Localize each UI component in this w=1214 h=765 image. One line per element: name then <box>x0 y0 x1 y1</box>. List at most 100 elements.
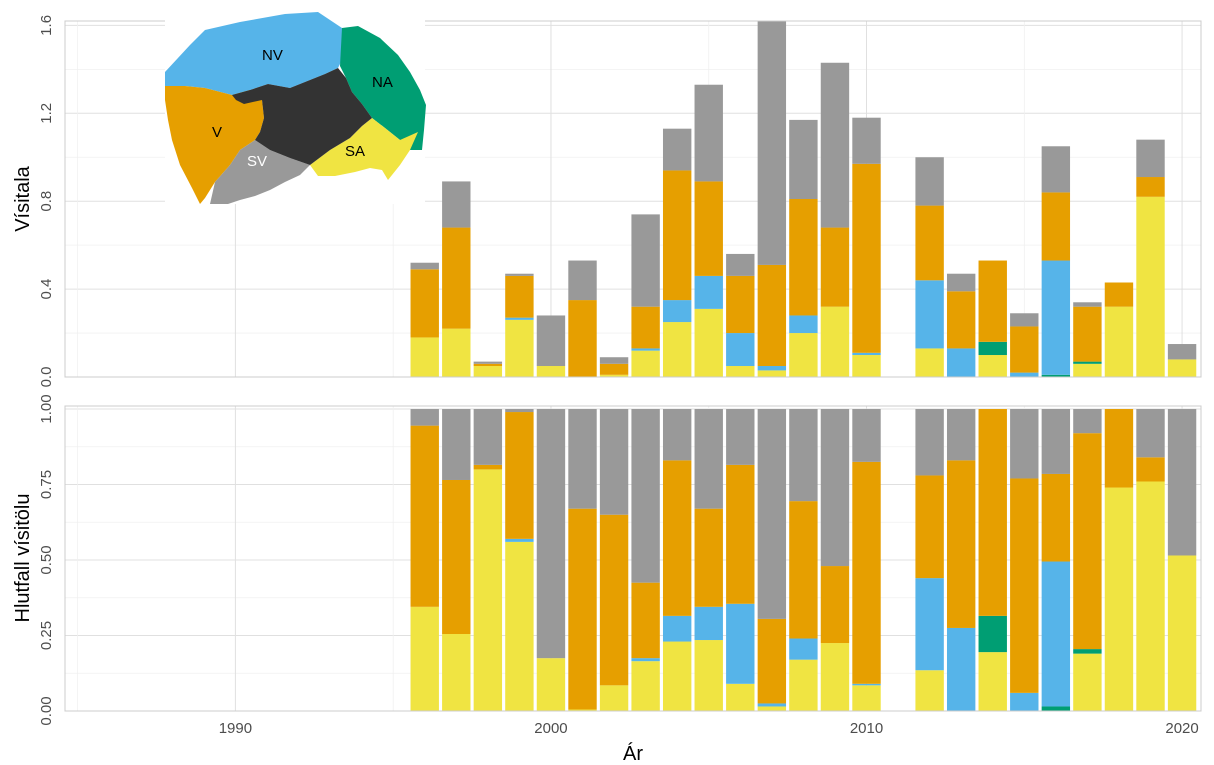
bar-sa-2003 <box>631 661 660 711</box>
bar-v-2005 <box>694 508 723 607</box>
bar-sa-2018 <box>1104 306 1134 377</box>
bar-sv-1998 <box>473 409 503 465</box>
bar-na-2016 <box>1041 374 1071 377</box>
bar-v-1997 <box>442 479 471 634</box>
bar-sa-2000 <box>536 658 566 711</box>
bar-sa-2006 <box>726 366 755 377</box>
bar-sv-1996 <box>410 262 439 270</box>
bar-v-2006 <box>726 464 755 604</box>
bar-sa-2012 <box>915 348 944 377</box>
bar-v-1996 <box>410 269 439 338</box>
bar-v-2004 <box>662 460 692 616</box>
bar-sa-2001 <box>568 709 597 711</box>
bar-v-2003 <box>631 306 660 349</box>
bar-sa-2014 <box>978 355 1007 377</box>
map-region-v <box>165 86 264 204</box>
map-label-sa: SA <box>345 143 365 160</box>
bar-sv-2017 <box>1073 302 1102 307</box>
bar-sa-1997 <box>442 328 471 377</box>
bar-sa-2017 <box>1073 653 1102 711</box>
bar-na-2014 <box>978 615 1007 653</box>
bar-v-2015 <box>1010 326 1039 373</box>
top-y-tick-label: 0.4 <box>38 279 55 300</box>
bar-sa-2010 <box>852 685 881 711</box>
bar-nv-2006 <box>726 603 755 684</box>
bar-sv-2005 <box>694 409 723 509</box>
bar-nv-2015 <box>1010 372 1039 377</box>
bar-sv-2002 <box>599 409 629 515</box>
bar-sa-1999 <box>505 319 534 377</box>
bar-v-2019 <box>1136 177 1165 197</box>
bar-sv-2009 <box>820 62 850 228</box>
bar-v-1998 <box>473 363 503 367</box>
bar-sa-2009 <box>820 643 850 711</box>
bar-nv-2006 <box>726 333 755 367</box>
bar-sv-2016 <box>1041 146 1071 193</box>
bar-nv-2005 <box>694 606 723 641</box>
bar-sa-2018 <box>1104 487 1134 711</box>
map-region-nv <box>165 12 342 95</box>
bar-nv-2004 <box>662 300 692 323</box>
x-tick-label: 2020 <box>1165 720 1198 737</box>
bar-v-2009 <box>820 566 850 644</box>
bottom-y-tick-label: 0.50 <box>38 545 55 574</box>
bar-v-2001 <box>568 300 597 377</box>
bar-na-2017 <box>1073 361 1102 364</box>
bar-sv-1997 <box>442 409 471 480</box>
panel-bottom: 0.00 0.25 0.50 0.75 1.00 1990 2000 2010 2020 <box>38 394 1202 737</box>
bar-sv-2001 <box>568 409 597 509</box>
inset-map: NV NA V SV SA <box>165 12 426 204</box>
bar-nv-2010 <box>852 683 881 686</box>
bar-nv-2016 <box>1041 561 1071 707</box>
bar-sv-2005 <box>694 84 723 182</box>
map-region-na <box>340 26 426 150</box>
bottom-y-axis-title: Hlutfall vísitölu <box>12 494 34 623</box>
bottom-y-tick-labels: 0.00 0.25 0.50 0.75 1.00 <box>38 394 55 725</box>
bar-sv-2012 <box>915 409 944 476</box>
bar-sv-1997 <box>442 181 471 228</box>
bar-sv-2004 <box>662 128 692 171</box>
top-y-tick-label: 1.6 <box>38 15 55 36</box>
bar-nv-2005 <box>694 275 723 309</box>
bar-v-2012 <box>915 205 944 281</box>
bar-v-1996 <box>410 425 439 607</box>
top-bars <box>410 21 1197 377</box>
bar-v-2007 <box>757 264 787 367</box>
bar-v-2010 <box>852 163 881 353</box>
bar-sa-2008 <box>789 333 818 377</box>
bar-sa-2020 <box>1167 359 1197 377</box>
bar-sv-1998 <box>473 361 503 364</box>
bar-sa-2004 <box>662 641 692 711</box>
bar-nv-2015 <box>1010 692 1039 711</box>
bottom-panel-border <box>64 405 1202 712</box>
map-label-v: V <box>212 124 222 141</box>
bar-nv-2016 <box>1041 260 1071 375</box>
map-label-sv: SV <box>247 153 267 170</box>
bar-sa-1998 <box>473 366 503 377</box>
bar-v-2019 <box>1136 457 1165 482</box>
bar-sv-2015 <box>1010 313 1039 327</box>
bar-sv-2007 <box>757 21 787 265</box>
bar-v-1999 <box>505 275 534 318</box>
bar-sv-2013 <box>946 409 976 461</box>
x-tick-label: 2010 <box>850 720 883 737</box>
top-y-axis-title: Vísitala <box>12 165 34 231</box>
bar-sa-2019 <box>1136 481 1165 711</box>
bar-sa-2002 <box>599 685 629 711</box>
bar-nv-2013 <box>946 627 976 711</box>
bar-sv-2000 <box>536 409 566 659</box>
bar-v-2016 <box>1041 473 1071 562</box>
bar-v-2014 <box>978 409 1007 616</box>
bar-sv-2020 <box>1167 344 1197 360</box>
bar-nv-2012 <box>915 578 944 671</box>
bar-sa-2008 <box>789 659 818 711</box>
bar-sa-1997 <box>442 633 471 711</box>
bar-sv-1999 <box>505 273 534 276</box>
bar-sv-2007 <box>757 409 787 619</box>
bar-sv-2006 <box>726 253 755 276</box>
bar-nv-1999 <box>505 538 534 542</box>
bar-nv-2003 <box>631 658 660 662</box>
top-y-tick-label: 1.2 <box>38 103 55 124</box>
bar-v-2018 <box>1104 409 1134 488</box>
bar-v-2017 <box>1073 306 1102 362</box>
